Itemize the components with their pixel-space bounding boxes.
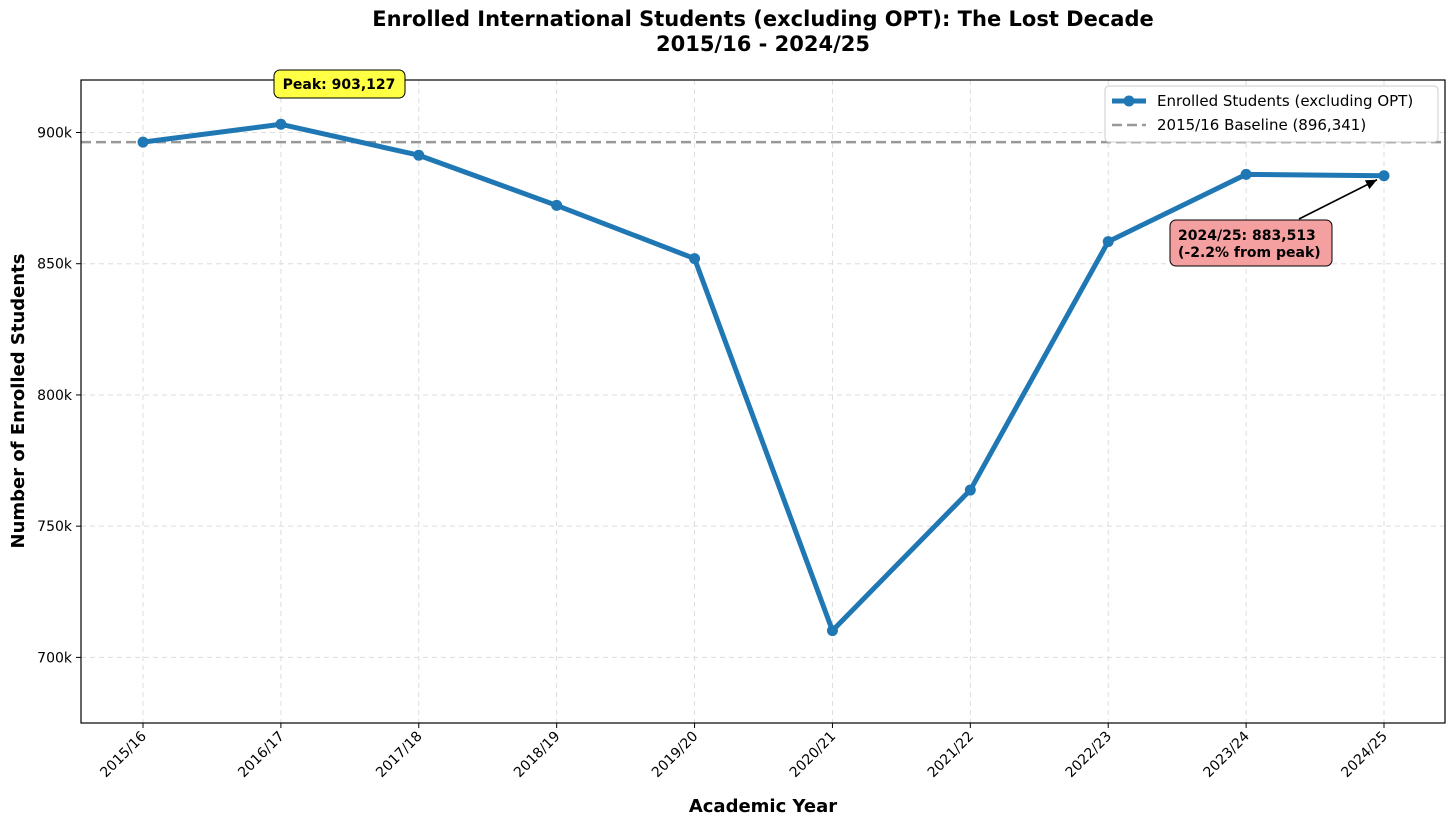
- x-tick-label: 2015/16: [97, 728, 150, 781]
- y-tick-label: 750k: [37, 519, 73, 535]
- y-tick-label: 900k: [37, 125, 73, 141]
- x-tick-label: 2019/20: [649, 729, 701, 781]
- legend-baseline-label: 2015/16 Baseline (896,341): [1157, 116, 1366, 134]
- series-line-enrolled: [140, 121, 1387, 634]
- data-points: [137, 118, 1390, 637]
- x-tick-label: 2022/23: [1063, 729, 1115, 781]
- latest-annotation-arrowhead: [1364, 179, 1377, 190]
- data-point-2023-24: [1240, 168, 1252, 180]
- y-axis-label: Number of Enrolled Students: [8, 254, 29, 549]
- y-axis-ticks: 700k 750k 800k 850k 900k: [37, 125, 81, 666]
- legend-series-marker: [1123, 95, 1135, 107]
- data-point-2019-20: [689, 253, 701, 265]
- chart-title-line1: Enrolled International Students (excludi…: [372, 7, 1154, 31]
- data-point-2016-17: [275, 118, 287, 130]
- x-tick-label: 2016/17: [235, 729, 287, 781]
- latest-annotation-line2: (-2.2% from peak): [1178, 245, 1321, 261]
- latest-annotation-box: [1169, 219, 1333, 267]
- data-point-2020-21: [826, 625, 838, 637]
- latest-annotation-arrow: [1298, 179, 1378, 220]
- data-point-2018-19: [551, 199, 563, 211]
- x-tick-label: 2023/24: [1200, 728, 1253, 781]
- data-point-2015-16: [137, 136, 149, 148]
- x-tick-label: 2017/18: [373, 729, 425, 781]
- x-axis-ticks: 2015/16 2016/17 2017/18 2018/19 2019/20 2020/…: [97, 723, 1391, 781]
- data-point-2021-22: [964, 484, 976, 496]
- latest-annotation: 2024/25: 883,513 (-2.2% from peak): [1169, 179, 1378, 267]
- data-point-2024-25: [1378, 170, 1390, 182]
- peak-annotation-box: [273, 69, 406, 99]
- data-point-2017-18: [413, 149, 425, 161]
- legend-box: [1104, 85, 1439, 143]
- latest-annotation-line1: 2024/25: 883,513: [1178, 228, 1316, 244]
- x-tick-label: 2020/21: [787, 729, 839, 781]
- x-axis-label: Academic Year: [689, 796, 837, 817]
- y-tick-label: 700k: [37, 650, 73, 666]
- plot-frame: [80, 79, 1446, 724]
- data-point-2022-23: [1102, 236, 1114, 248]
- peak-annotation: Peak: 903,127: [273, 69, 406, 99]
- y-tick-label: 850k: [37, 257, 73, 273]
- x-tick-label: 2024/25: [1338, 729, 1390, 781]
- y-tick-label: 800k: [37, 388, 73, 404]
- x-tick-label: 2018/19: [511, 729, 563, 781]
- legend: Enrolled Students (excluding OPT) 2015/1…: [1104, 85, 1439, 143]
- peak-annotation-text: Peak: 903,127: [283, 77, 396, 93]
- x-tick-label: 2021/22: [925, 729, 977, 781]
- chart-title-line2: 2015/16 - 2024/25: [656, 32, 870, 56]
- legend-series-label: Enrolled Students (excluding OPT): [1157, 92, 1413, 110]
